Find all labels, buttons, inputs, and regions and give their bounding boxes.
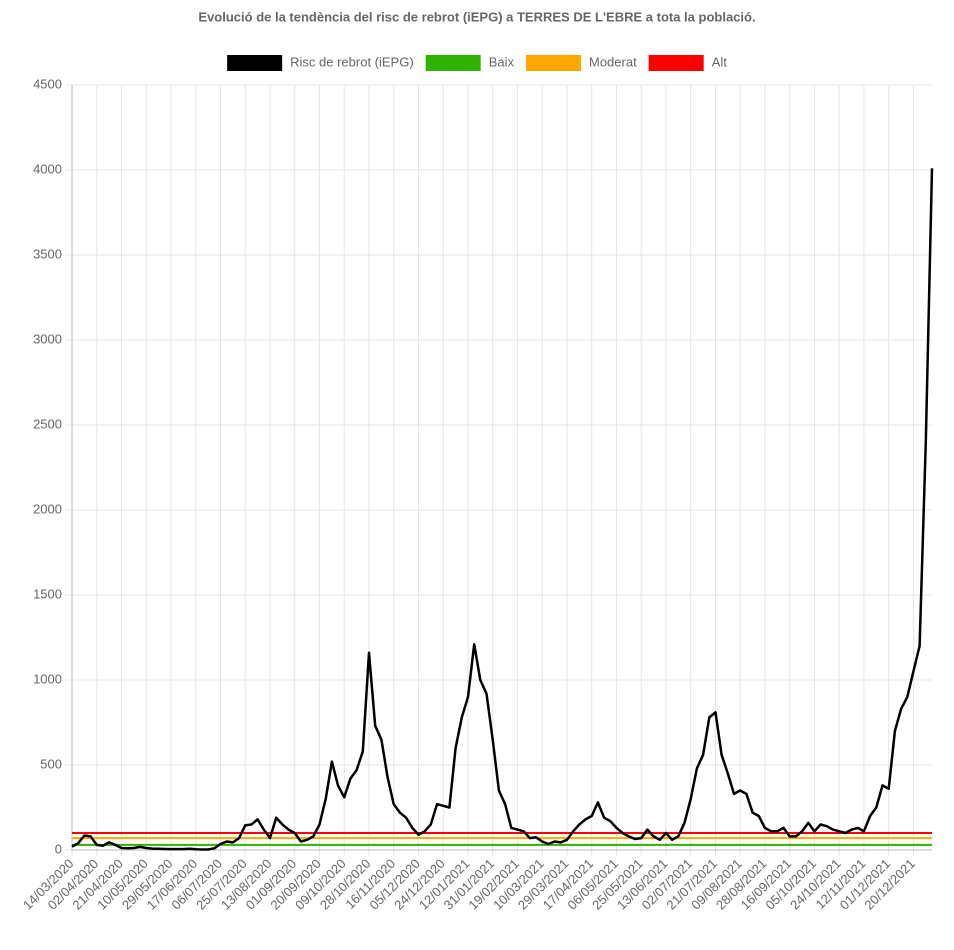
y-tick-label: 1000 xyxy=(33,671,62,686)
y-tick-label: 1500 xyxy=(33,586,62,601)
legend-swatch xyxy=(525,55,581,71)
chart-title: Evolució de la tendència del risc de reb… xyxy=(198,9,755,24)
y-tick-label: 3000 xyxy=(33,331,62,346)
legend-label: Baix xyxy=(489,54,515,69)
y-tick-label: 2500 xyxy=(33,416,62,431)
legend-swatch xyxy=(648,55,704,71)
y-tick-label: 4500 xyxy=(33,76,62,91)
legend: Risc de rebrot (iEPG) Baix Moderat Alt xyxy=(227,54,727,71)
data-line xyxy=(71,168,934,851)
legend-label: Alt xyxy=(712,54,728,69)
legend-label: Risc de rebrot (iEPG) xyxy=(290,54,414,69)
legend-swatch xyxy=(425,55,481,71)
legend-swatch xyxy=(227,55,283,71)
y-tick-label: 0 xyxy=(55,841,62,856)
y-tick-label: 4000 xyxy=(33,161,62,176)
y-tick-label: 500 xyxy=(40,756,62,771)
y-tick-label: 2000 xyxy=(33,501,62,516)
y-tick-label: 3500 xyxy=(33,246,62,261)
legend-label: Moderat xyxy=(589,54,637,69)
